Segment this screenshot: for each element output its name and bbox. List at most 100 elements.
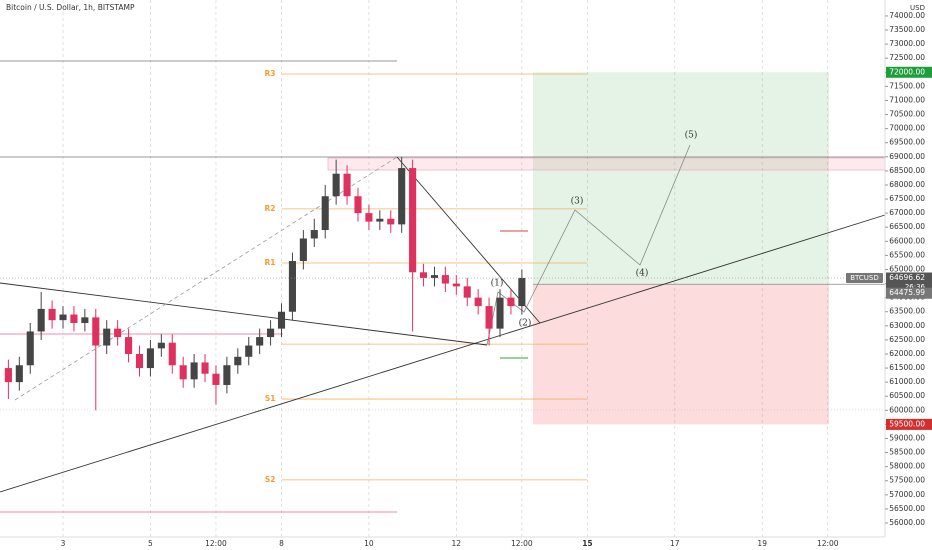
candle bbox=[321, 184, 329, 239]
countdown: 26:36 bbox=[905, 283, 926, 291]
candle-body bbox=[376, 218, 384, 222]
candle bbox=[37, 292, 45, 340]
y-tick-label: 61000.00 bbox=[889, 377, 925, 386]
y-tick-label: 62500.00 bbox=[889, 335, 925, 344]
candle-body bbox=[168, 342, 176, 366]
candle bbox=[212, 365, 220, 405]
loss-zone bbox=[533, 284, 829, 425]
candle-body bbox=[321, 196, 329, 231]
y-tick-label: 71500.00 bbox=[889, 81, 925, 90]
candle bbox=[518, 269, 526, 315]
trend-line bbox=[396, 156, 541, 324]
candle-body bbox=[332, 173, 340, 197]
y-tick-label: 68000.00 bbox=[889, 180, 925, 189]
candle-body bbox=[463, 286, 471, 298]
candle bbox=[81, 308, 89, 332]
stop-label-bg bbox=[886, 418, 932, 430]
candle bbox=[135, 345, 144, 377]
entry-label-bg bbox=[886, 287, 932, 299]
candle bbox=[463, 277, 471, 307]
candle bbox=[430, 266, 439, 287]
candle-body bbox=[234, 356, 242, 366]
candle-body bbox=[125, 337, 133, 354]
x-tick-label: 3 bbox=[61, 539, 66, 548]
candle-body bbox=[223, 365, 231, 385]
y-tick-label: 60500.00 bbox=[889, 391, 925, 400]
candle bbox=[256, 328, 264, 354]
wave-label: (1) bbox=[491, 278, 504, 289]
x-tick-label: 12 bbox=[452, 539, 462, 548]
x-tick-label: 12:00 bbox=[511, 539, 533, 548]
y-tick-label: 73500.00 bbox=[889, 25, 925, 34]
candle bbox=[387, 210, 395, 233]
candle bbox=[496, 289, 504, 338]
candle-body bbox=[354, 196, 362, 214]
x-tick-label: 10 bbox=[364, 539, 374, 548]
x-tick-label: 19 bbox=[757, 539, 767, 548]
candle-body bbox=[441, 275, 449, 284]
x-tick-label: 15 bbox=[582, 539, 592, 548]
candle-body bbox=[190, 362, 198, 380]
candle bbox=[343, 165, 351, 205]
candle bbox=[376, 210, 384, 231]
wave-label: (4) bbox=[636, 268, 649, 279]
candle-body bbox=[245, 345, 253, 357]
candle bbox=[146, 339, 154, 377]
candle bbox=[125, 328, 133, 363]
y-tick-label: 61500.00 bbox=[889, 363, 925, 372]
candle-body bbox=[430, 275, 439, 278]
candle bbox=[114, 320, 122, 346]
y-tick-label: 58000.00 bbox=[889, 462, 925, 471]
y-tick-label: 72500.00 bbox=[889, 53, 925, 62]
wave-label: (3) bbox=[571, 196, 584, 207]
profit-zone bbox=[533, 72, 829, 285]
candle bbox=[168, 334, 176, 374]
candle-body bbox=[81, 317, 89, 323]
x-tick-label: 12:00 bbox=[817, 539, 839, 548]
candle bbox=[223, 356, 231, 394]
y-tick-label: 69500.00 bbox=[889, 138, 925, 147]
y-tick-label: 56500.00 bbox=[889, 504, 925, 513]
candle-body bbox=[398, 168, 406, 225]
pivot-label: R2 bbox=[265, 204, 276, 213]
y-tick-label: 73000.00 bbox=[889, 39, 925, 48]
y-tick-label: 74000.00 bbox=[889, 11, 925, 20]
candle bbox=[485, 297, 493, 346]
candle-body bbox=[114, 328, 122, 338]
pivot-label: R3 bbox=[265, 69, 276, 78]
candle bbox=[59, 306, 67, 329]
wave-label: (2) bbox=[519, 318, 532, 329]
candle bbox=[419, 263, 428, 287]
y-tick-label: 59000.00 bbox=[889, 433, 925, 442]
candle-body bbox=[146, 348, 154, 369]
y-tick-label: 68500.00 bbox=[889, 166, 925, 175]
candle-body bbox=[299, 238, 307, 262]
candle-body bbox=[507, 297, 515, 307]
candle-body bbox=[496, 297, 504, 329]
y-tick-label: 56000.00 bbox=[889, 518, 925, 527]
y-tick-label: 67500.00 bbox=[889, 194, 925, 203]
wave-path bbox=[486, 144, 691, 346]
candle-body bbox=[310, 230, 318, 239]
candle bbox=[92, 308, 100, 411]
candle-body bbox=[103, 328, 111, 346]
y-tick-label: 65500.00 bbox=[889, 250, 925, 259]
last-price-bg bbox=[886, 272, 932, 293]
y-tick-label: 70000.00 bbox=[889, 124, 925, 133]
candle bbox=[441, 266, 449, 293]
candle-body bbox=[70, 314, 78, 323]
y-tick-label: 69000.00 bbox=[889, 152, 925, 161]
entry-label: 64475.99 bbox=[889, 288, 925, 297]
candle-body bbox=[518, 277, 526, 307]
candle bbox=[299, 230, 307, 270]
y-tick-label: 58500.00 bbox=[889, 448, 925, 457]
candle bbox=[70, 306, 78, 332]
candle-body bbox=[419, 272, 428, 278]
pivot-label: R1 bbox=[265, 258, 276, 267]
y-tick-label: 62000.00 bbox=[889, 349, 925, 358]
y-tick-label: 57000.00 bbox=[889, 490, 925, 499]
candle-body bbox=[409, 168, 417, 273]
y-tick-label: 63500.00 bbox=[889, 307, 925, 316]
candle-body bbox=[157, 342, 165, 349]
